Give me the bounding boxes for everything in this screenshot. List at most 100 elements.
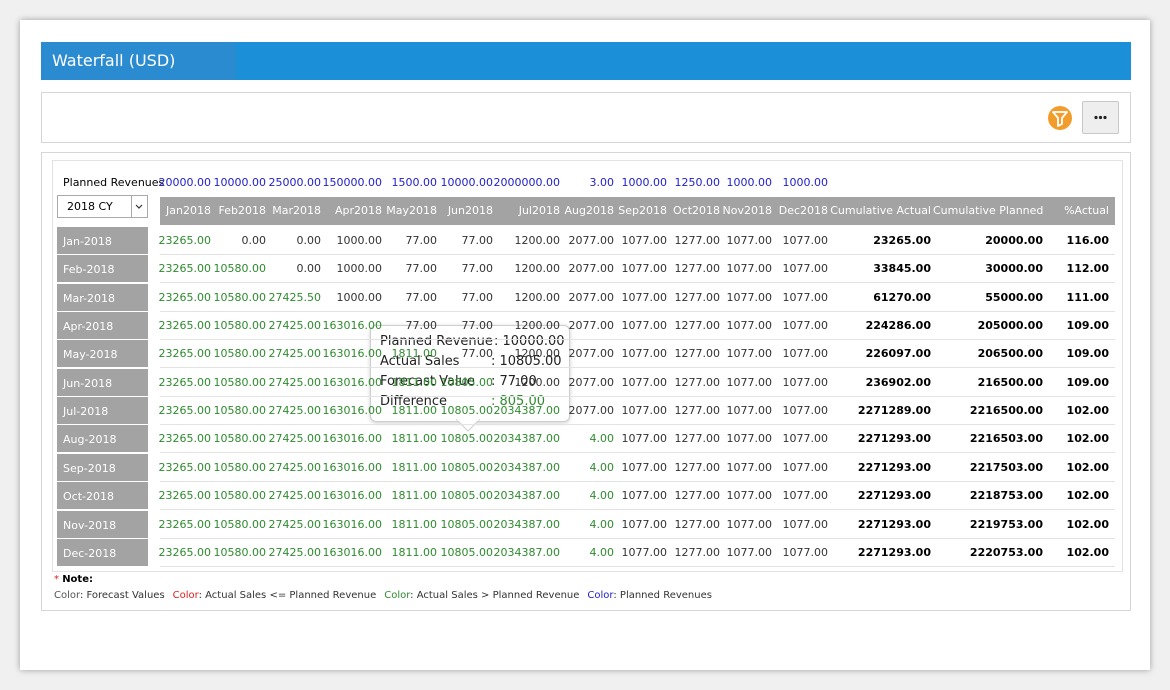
summary-value: 102.00: [1066, 460, 1109, 474]
row-separator: [160, 537, 1115, 539]
tooltip-value: : 805.00: [491, 394, 545, 409]
month-value: 4.00: [589, 432, 615, 446]
month-value: 27425.00: [268, 460, 322, 474]
row-label: Feb-2018: [57, 255, 148, 283]
toolbar: [41, 92, 1131, 143]
month-value: 1077.00: [782, 347, 829, 361]
row-label: Jan-2018: [57, 227, 148, 254]
column-header: Cumulative Planned: [933, 204, 1044, 217]
summary-value: 2218753.00: [969, 489, 1043, 503]
filter-button[interactable]: [1047, 105, 1073, 131]
planned-value: 1250.00: [674, 176, 721, 189]
summary-value: 23265.00: [873, 234, 931, 247]
month-value: 1077.00: [782, 262, 829, 276]
month-value: 10580.00: [213, 489, 267, 503]
month-value: 1200.00: [514, 347, 561, 361]
month-value: 23265.00: [158, 375, 212, 389]
month-value: 1077.00: [621, 347, 668, 361]
summary-value: 2216503.00: [969, 432, 1043, 446]
month-value: 1277.00: [674, 545, 721, 559]
summary-value: 102.00: [1066, 432, 1109, 446]
row-label: Mar-2018: [57, 283, 148, 311]
month-value: 2077.00: [568, 404, 615, 418]
month-value: 1077.00: [782, 290, 829, 304]
tooltip-label: Actual Sales: [380, 354, 460, 369]
color-legend: Color: Forecast Values Color: Actual Sale…: [54, 590, 720, 601]
month-value: 10805.00: [440, 489, 494, 503]
row-separator: [160, 452, 1115, 454]
column-header: Sep2018: [618, 204, 667, 217]
month-value: 0.00: [241, 234, 267, 247]
column-header: Apr2018: [334, 204, 382, 217]
month-value: 10805.00: [440, 517, 494, 531]
month-value: 1077.00: [726, 319, 773, 333]
month-value: 1077.00: [621, 517, 668, 531]
summary-value: 33845.00: [873, 262, 931, 276]
legend-desc: : Planned Revenues: [613, 590, 712, 601]
more-button[interactable]: [1082, 101, 1119, 134]
column-header: Jun2018: [447, 204, 493, 217]
month-value: 163016.00: [322, 460, 383, 474]
month-value: 10580.00: [213, 319, 267, 333]
summary-value: 236902.00: [865, 375, 931, 389]
summary-value: 2217503.00: [969, 460, 1043, 474]
month-value: 163016.00: [322, 517, 383, 531]
summary-value: 102.00: [1066, 517, 1109, 531]
legend-desc: : Actual Sales > Planned Revenue: [410, 590, 580, 601]
title: Waterfall (USD): [52, 51, 176, 70]
card: [20, 20, 1150, 670]
month-value: 27425.00: [268, 404, 322, 418]
summary-value: 226097.00: [865, 347, 931, 361]
row-separator: [160, 480, 1115, 482]
summary-value: 55000.00: [985, 290, 1043, 304]
month-value: 1811.00: [391, 460, 438, 474]
summary-value: 30000.00: [985, 262, 1043, 276]
month-value: 1277.00: [674, 319, 721, 333]
month-value: 10580.00: [213, 262, 267, 276]
summary-value: 2219753.00: [969, 517, 1043, 531]
note-star: *: [54, 574, 59, 585]
month-value: 1277.00: [674, 432, 721, 446]
month-value: 10580.00: [213, 545, 267, 559]
filter-circle: [1048, 106, 1072, 130]
month-value: 1077.00: [782, 489, 829, 503]
row-separator: [160, 282, 1115, 284]
month-value: 163016.00: [322, 545, 383, 559]
month-value: 1077.00: [782, 404, 829, 418]
table-frame: [52, 160, 1123, 572]
month-value: 1811.00: [391, 404, 438, 418]
month-value: 1077.00: [726, 375, 773, 389]
month-value: 1000.00: [336, 290, 383, 304]
month-value: 1077.00: [782, 319, 829, 333]
month-value: 2077.00: [568, 262, 615, 276]
month-value: 2077.00: [568, 290, 615, 304]
month-value: 1077.00: [782, 432, 829, 446]
month-value: 1000.00: [336, 262, 383, 276]
column-header: May2018: [386, 204, 437, 217]
column-header: Cumulative Actual: [830, 204, 931, 217]
month-value: 1811.00: [391, 432, 438, 446]
column-header: Jul2018: [518, 204, 560, 217]
month-value: 2034387.00: [493, 517, 560, 531]
month-value: 27425.00: [268, 375, 322, 389]
month-value: 27425.00: [268, 432, 322, 446]
month-value: 77.00: [461, 347, 494, 361]
month-value: 1077.00: [726, 489, 773, 503]
month-value: 27425.50: [268, 290, 322, 304]
period-select[interactable]: 2018 CY: [57, 195, 148, 218]
planned-value: 150000.00: [322, 176, 383, 189]
month-value: 1077.00: [726, 404, 773, 418]
month-value: 1077.00: [726, 460, 773, 474]
note-title: Note:: [62, 574, 93, 585]
row-label: May-2018: [57, 340, 148, 368]
tooltip-value: : 10000.00: [494, 334, 565, 349]
month-value: 1077.00: [782, 375, 829, 389]
summary-value: 112.00: [1066, 262, 1109, 276]
month-value: 1277.00: [674, 347, 721, 361]
tooltip-value: : 10805.00: [491, 354, 562, 369]
more-icon: [1094, 115, 1107, 120]
month-value: 0.00: [296, 234, 322, 247]
summary-value: 2271293.00: [857, 545, 931, 559]
month-value: 1077.00: [726, 234, 773, 247]
month-value: 23265.00: [158, 460, 212, 474]
